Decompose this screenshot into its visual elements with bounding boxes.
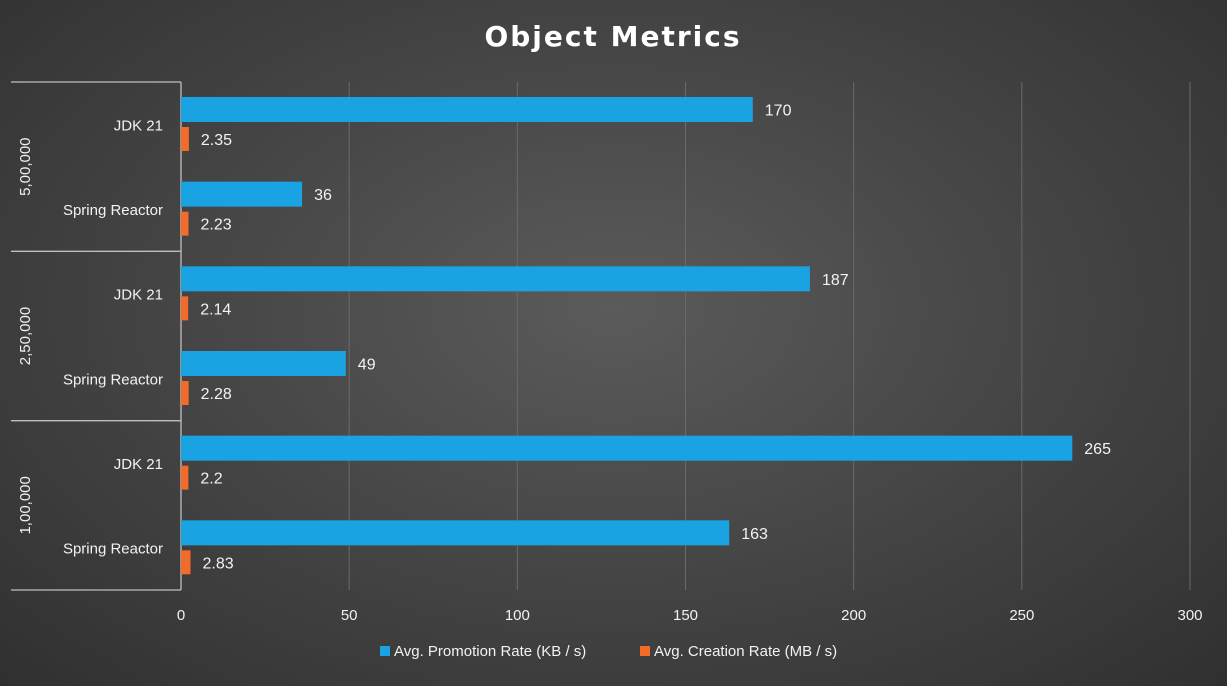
x-tick-label-1: 50 [341,607,358,624]
x-tick-label-0: 0 [177,607,185,624]
gridlines [348,82,1191,590]
bar-creation-5 [181,550,191,575]
category-label-3: Spring Reactor [63,371,163,388]
data-labels: 170 2.35 36 2.23 187 2.14 49 2.28 265 2.2 163 2.83 [200,103,1111,573]
bar-creation-3 [181,381,189,405]
bar-creation-4 [181,465,189,490]
bar-promotion-2 [181,266,810,292]
legend-swatch-1 [640,646,650,656]
group-labels: 5,00,000 2,50,000 1,00,000 [17,137,34,534]
data-label-promotion-2: 187 [822,272,849,289]
bar-promotion-3 [181,351,346,376]
bar-promotion-1 [181,181,303,207]
data-label-promotion-5: 163 [741,526,768,543]
category-label-4: JDK 21 [114,456,163,473]
data-label-creation-5: 2.83 [203,555,234,572]
category-labels: JDK 21 Spring Reactor JDK 21 Spring Reactor… [63,117,163,557]
x-tick-label-5: 250 [1009,607,1034,624]
data-label-creation-0: 2.35 [201,132,232,149]
bar-promotion-0 [181,97,753,122]
x-tick-labels: 0 50 100 150 200 250 300 [177,607,1203,624]
group-label-0: 5,00,000 [17,137,34,195]
bar-creation-2 [181,296,189,321]
category-label-2: JDK 21 [114,287,163,304]
data-label-promotion-4: 265 [1084,441,1111,458]
group-label-2: 1,00,000 [17,476,34,534]
data-label-promotion-0: 170 [765,103,792,120]
category-label-0: JDK 21 [114,117,163,134]
legend-label-0: Avg. Promotion Rate (KB / s) [394,643,586,660]
bar-creation-0 [181,127,189,151]
data-label-creation-2: 2.14 [200,301,231,318]
data-label-promotion-1: 36 [314,187,332,204]
bar-promotion-4 [181,435,1073,461]
data-label-creation-1: 2.23 [201,217,232,234]
x-tick-label-3: 150 [673,607,698,624]
chart-title: Object Metrics [484,20,741,53]
legend-label-1: Avg. Creation Rate (MB / s) [654,643,837,660]
data-label-creation-4: 2.2 [200,471,222,488]
legend-swatch-0 [380,646,390,656]
category-label-5: Spring Reactor [63,541,163,558]
legend: Avg. Promotion Rate (KB / s) Avg. Creatio… [380,643,837,660]
bar-promotion-5 [181,520,730,546]
bars [181,97,1073,575]
data-label-promotion-3: 49 [358,357,376,374]
x-tick-label-4: 200 [841,607,866,624]
data-label-creation-3: 2.28 [201,386,232,403]
category-axis-frame [11,81,182,591]
group-label-1: 2,50,000 [17,307,34,365]
x-tick-label-6: 300 [1177,607,1202,624]
category-label-1: Spring Reactor [63,202,163,219]
bar-creation-1 [181,211,189,236]
x-tick-label-2: 100 [505,607,530,624]
